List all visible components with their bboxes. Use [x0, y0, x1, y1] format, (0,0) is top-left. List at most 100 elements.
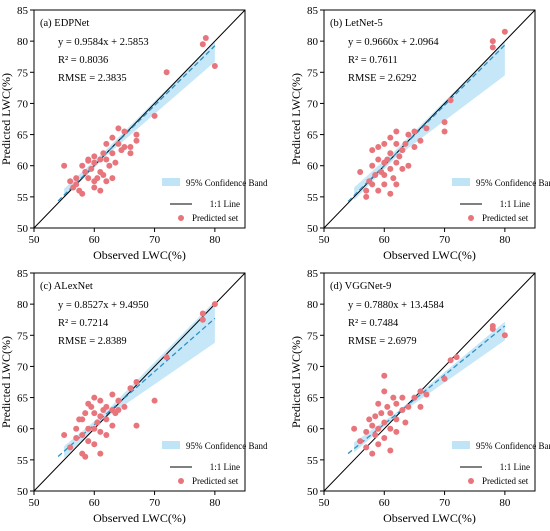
- data-point: [381, 181, 388, 188]
- y-axis-label: Predicted LWC(%): [289, 336, 303, 428]
- data-point: [61, 431, 68, 438]
- data-point: [441, 375, 448, 382]
- data-point: [441, 128, 448, 135]
- data-point: [103, 416, 110, 423]
- plot-area: [324, 273, 535, 491]
- y-tick-label: 55: [17, 455, 29, 467]
- y-tick-label: 50: [307, 223, 319, 235]
- legend-label: 1:1 Line: [210, 199, 240, 209]
- data-point: [82, 453, 89, 460]
- annotation-text: RMSE = 2.3835: [58, 73, 127, 84]
- data-point: [423, 391, 430, 398]
- data-point: [73, 181, 80, 188]
- legend-label: 95% Confidence Band: [476, 178, 550, 188]
- data-point: [489, 326, 496, 333]
- data-point: [363, 193, 370, 200]
- data-point: [79, 431, 86, 438]
- data-point: [387, 425, 394, 432]
- y-tick-label: 80: [17, 299, 29, 311]
- data-point: [91, 425, 98, 432]
- y-tick-label: 75: [17, 330, 29, 342]
- x-tick-label: 50: [319, 234, 331, 246]
- panel-title: (b) LetNet-5: [330, 18, 383, 29]
- y-tick-label: 60: [17, 424, 29, 436]
- legend-label: Predicted set: [482, 476, 529, 486]
- data-point: [411, 144, 418, 151]
- y-tick-label: 75: [307, 67, 319, 79]
- data-point: [402, 140, 409, 147]
- legend-marker-swatch: [468, 215, 474, 221]
- data-point: [91, 441, 98, 448]
- data-point: [85, 175, 92, 182]
- data-point: [199, 41, 206, 48]
- legend-band-swatch: [452, 178, 470, 186]
- data-point: [88, 165, 95, 172]
- data-point: [387, 410, 394, 417]
- data-point: [387, 190, 394, 197]
- data-point: [387, 150, 394, 157]
- data-point: [417, 403, 424, 410]
- data-point: [489, 38, 496, 45]
- data-point: [163, 69, 170, 76]
- data-point: [417, 388, 424, 395]
- identity-line: [324, 273, 535, 491]
- data-point: [61, 162, 68, 169]
- panel-title: (a) EDPNet: [40, 18, 89, 29]
- data-point: [381, 419, 388, 426]
- data-point: [369, 450, 376, 457]
- legend-label: 95% Confidence Band: [476, 441, 550, 451]
- data-point: [393, 428, 400, 435]
- data-point: [387, 134, 394, 141]
- x-tick-label: 80: [499, 497, 511, 509]
- legend-label: Predicted set: [192, 213, 239, 223]
- legend-band-swatch: [162, 178, 180, 186]
- data-point: [94, 175, 101, 182]
- y-tick-label: 80: [307, 299, 319, 311]
- annotation-text: RMSE = 2.6979: [348, 336, 417, 347]
- data-point: [351, 425, 358, 432]
- data-point: [393, 416, 400, 423]
- annotation-text: RMSE = 2.6292: [348, 73, 417, 84]
- plot-frame: [323, 272, 536, 492]
- data-point: [97, 156, 104, 163]
- data-point: [103, 156, 110, 163]
- plot-area: [34, 273, 245, 491]
- data-point: [115, 397, 122, 404]
- data-point: [202, 35, 209, 42]
- legend-label: 95% Confidence Band: [186, 178, 268, 188]
- x-tick-label: 70: [149, 234, 161, 246]
- data-point: [97, 450, 104, 457]
- data-point: [381, 388, 388, 395]
- data-point: [387, 447, 394, 454]
- legend-label: Predicted set: [192, 476, 239, 486]
- plot-frame: [33, 9, 246, 229]
- data-point: [73, 435, 80, 442]
- data-point: [369, 147, 376, 154]
- data-point: [375, 441, 382, 448]
- data-point: [127, 385, 134, 392]
- y-axis-label: Predicted LWC(%): [289, 73, 303, 165]
- data-point: [91, 153, 98, 160]
- legend-label: Predicted set: [482, 213, 529, 223]
- data-point: [501, 332, 508, 339]
- data-point: [393, 400, 400, 407]
- data-point: [127, 150, 134, 157]
- x-tick-label: 60: [379, 234, 391, 246]
- chart-panel-4: 50 60 70 80 50 55 60 65 70 75 80 85 Observed LWC(%) P…: [289, 268, 550, 525]
- data-point: [393, 159, 400, 166]
- data-point: [109, 134, 116, 141]
- fit-line: [57, 45, 216, 202]
- data-point: [375, 425, 382, 432]
- data-point: [115, 407, 122, 414]
- y-tick-label: 55: [307, 455, 319, 467]
- y-tick-label: 70: [307, 98, 319, 110]
- data-point: [402, 419, 409, 426]
- data-point: [381, 140, 388, 147]
- data-point: [363, 444, 370, 451]
- data-point: [211, 63, 218, 70]
- annotation-text: y = 0.9660x + 2.0964: [348, 37, 439, 48]
- y-tick-label: 55: [307, 192, 319, 204]
- x-tick-label: 80: [499, 234, 511, 246]
- y-tick-label: 80: [17, 36, 29, 48]
- data-point: [127, 144, 134, 151]
